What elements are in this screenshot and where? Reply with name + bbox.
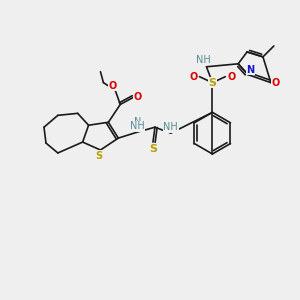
- Text: S: S: [95, 151, 102, 161]
- Text: NH: NH: [130, 121, 145, 131]
- Text: S: S: [149, 144, 157, 154]
- Text: NH: NH: [164, 122, 178, 132]
- Text: O: O: [108, 81, 116, 91]
- Text: N: N: [246, 65, 254, 75]
- Text: O: O: [227, 72, 236, 82]
- Text: N: N: [134, 117, 142, 127]
- Text: O: O: [134, 92, 142, 101]
- Text: H: H: [135, 123, 141, 132]
- Text: O: O: [190, 72, 198, 82]
- Text: O: O: [272, 78, 280, 88]
- Text: S: S: [208, 78, 216, 88]
- Text: NH: NH: [196, 55, 211, 65]
